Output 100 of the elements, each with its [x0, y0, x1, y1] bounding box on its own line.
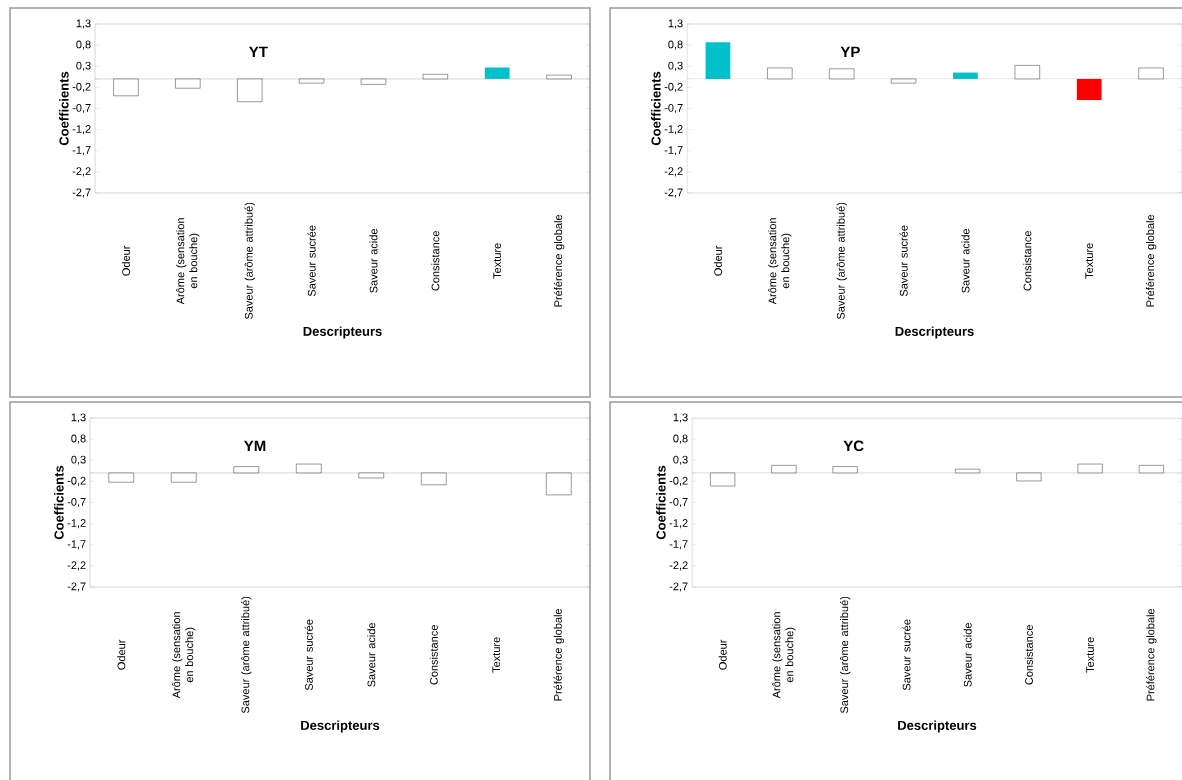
x-tick-label: Arôme (sensation en bouche): [176, 218, 200, 305]
y-tick-label: -1,7: [664, 146, 683, 156]
y-tick-label: -1,2: [664, 125, 683, 135]
x-tick-label: Odeur: [117, 639, 126, 670]
x-tick-label: Préférence globale: [553, 608, 564, 701]
bar: [1014, 65, 1040, 80]
y-axis-title: Coefficients: [656, 465, 666, 540]
x-tick-label: Texture: [1085, 243, 1094, 279]
y-axis-title: Coefficients: [54, 465, 64, 540]
bar: [771, 465, 797, 474]
bar: [710, 472, 736, 487]
bar: [421, 472, 447, 485]
x-tick-label: Préférence globale: [1146, 608, 1157, 701]
bar: [891, 78, 917, 84]
y-tick-label: -1,2: [72, 125, 91, 135]
bar: [358, 472, 384, 479]
x-tick-label: Saveur sucrée: [307, 225, 316, 297]
x-tick-label: Arôme (sensation en bouche): [772, 612, 796, 699]
y-tick-label: 0,3: [673, 455, 688, 465]
x-axis-title: Descripteurs: [301, 720, 380, 733]
y-tick-label: -2,7: [72, 188, 91, 198]
x-tick-label: Saveur acide: [961, 228, 970, 293]
y-axis-title: Coefficients: [59, 71, 69, 146]
x-tick-label: Saveur sucrée: [304, 619, 313, 691]
y-tick-label: -0,2: [67, 476, 86, 486]
y-tick-label: -0,7: [669, 497, 688, 508]
x-tick-label: Odeur: [121, 245, 130, 276]
bar: [1016, 472, 1042, 482]
x-tick-label: Texture: [1086, 637, 1094, 673]
bar: [298, 78, 325, 84]
bar: [422, 74, 448, 80]
x-axis-title: Descripteurs: [303, 326, 382, 339]
bar: [1076, 78, 1102, 101]
bar: [484, 67, 510, 79]
x-tick-label: Saveur (arôme attribué): [839, 596, 851, 714]
y-tick-label: -0,2: [669, 476, 688, 486]
bar: [767, 67, 793, 80]
bar: [113, 78, 139, 97]
text: YT: [249, 46, 268, 57]
bar: [1138, 465, 1164, 474]
y-tick-label: 0,3: [76, 61, 91, 71]
bar: [175, 78, 201, 89]
y-tick-label: 0,3: [668, 61, 683, 71]
x-axis-title: Descripteurs: [895, 326, 974, 339]
y-tick-label: 1,3: [76, 19, 91, 29]
x-tick-label: Odeur: [718, 639, 727, 670]
y-tick-label: -0,2: [664, 82, 683, 92]
bar: [108, 472, 134, 483]
x-tick-label: Saveur acide: [963, 622, 972, 687]
y-tick-label: -2,7: [669, 582, 688, 592]
y-tick-label: -2,7: [67, 582, 86, 592]
x-tick-label: Arôme (sensation en bouche): [768, 218, 792, 305]
bar: [705, 42, 731, 79]
y-tick-label: -2,2: [72, 167, 91, 177]
y-tick-label: 1,3: [668, 19, 683, 29]
bar: [233, 466, 259, 474]
y-tick-label: -1,7: [72, 146, 91, 156]
y-tick-label: -0,7: [67, 497, 86, 508]
bar: [360, 78, 387, 85]
x-tick-label: Saveur sucrée: [902, 619, 911, 691]
bar: [237, 78, 263, 102]
x-tick-label: Saveur acide: [369, 228, 378, 293]
x-tick-label: Arôme (sensation en bouche): [172, 612, 196, 699]
bar: [296, 463, 322, 474]
text: YM: [244, 440, 266, 451]
bar: [1138, 67, 1164, 80]
y-tick-label: 1,3: [71, 413, 86, 423]
text: YC: [843, 440, 864, 452]
x-tick-label: Texture: [492, 637, 501, 673]
y-tick-label: -1,2: [67, 519, 86, 529]
y-tick-label: 0,3: [71, 455, 86, 465]
x-tick-label: Saveur acide: [367, 622, 376, 687]
x-tick-label: Préférence globale: [1145, 214, 1157, 307]
y-tick-label: 0,8: [76, 40, 91, 50]
x-tick-label: Consistance: [1023, 231, 1032, 291]
bar: [955, 468, 981, 474]
bar: [953, 72, 978, 79]
y-tick-label: -0,7: [72, 103, 91, 114]
x-tick-label: Préférence globale: [553, 214, 565, 307]
bar: [546, 472, 572, 496]
y-tick-label: -2,2: [669, 561, 688, 571]
y-tick-label: 1,3: [673, 413, 688, 423]
bar: [1077, 463, 1103, 474]
bar: [171, 472, 197, 483]
y-tick-label: -1,2: [669, 519, 688, 529]
y-tick-label: 0,8: [71, 434, 86, 444]
text: YP: [840, 46, 860, 57]
y-tick-label: -2,2: [664, 167, 683, 177]
x-tick-label: Saveur (arôme attribué): [244, 202, 255, 320]
x-tick-label: Texture: [493, 243, 502, 279]
y-tick-label: 0,8: [668, 40, 683, 50]
y-tick-label: -1,7: [67, 540, 86, 550]
x-tick-label: Saveur (arôme attribué): [241, 596, 252, 714]
x-tick-label: Consistance: [431, 231, 440, 291]
y-tick-label: -0,2: [72, 82, 91, 92]
bar: [832, 466, 858, 474]
y-tick-label: -2,2: [67, 561, 86, 571]
x-tick-label: Saveur sucrée: [899, 225, 908, 297]
bar: [546, 74, 572, 80]
x-tick-label: Consistance: [1024, 625, 1033, 685]
